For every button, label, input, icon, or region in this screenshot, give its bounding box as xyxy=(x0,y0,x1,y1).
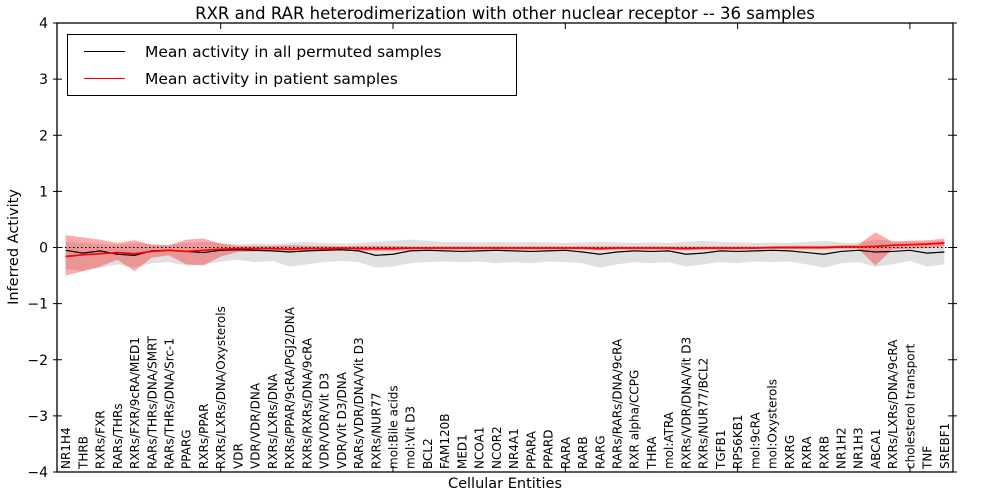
x-category-label: PPARD xyxy=(542,430,556,470)
x-category-label: RARA xyxy=(559,436,573,469)
y-tick-label: 0 xyxy=(39,241,48,257)
patient-mean-line xyxy=(65,242,945,258)
y-tick-label: −1 xyxy=(27,297,48,313)
x-category-label: RARs/THRs/DNA/SMRT xyxy=(145,335,159,469)
x-category-label: VDR/VDR/Vit D3 xyxy=(318,373,332,469)
x-category-label: VDR/Vit D3/DNA xyxy=(335,371,349,469)
x-category-label: NR1H4 xyxy=(59,427,73,469)
y-tick-label: −4 xyxy=(27,465,48,481)
y-tick-label: 2 xyxy=(39,128,48,144)
x-category-label: RARs/RARs/DNA/9cRA xyxy=(611,338,625,469)
x-category-label: SREBF1 xyxy=(938,423,952,469)
y-tick-label: 1 xyxy=(39,184,48,200)
x-category-label: RXRs/FXR xyxy=(94,410,108,469)
y-tick-label: 3 xyxy=(39,72,48,88)
x-category-label: RXRB xyxy=(817,436,831,469)
x-category-label: RXRs/VDR/DNA/Vit D3 xyxy=(679,337,693,469)
x-category-label: VDR xyxy=(231,443,245,469)
x-category-label: RPS6KB1 xyxy=(731,414,745,469)
x-category-label: RXRs/NUR77 xyxy=(369,392,383,469)
x-category-label: RARs/THRs/DNA/Src-1 xyxy=(163,338,177,469)
x-category-label: VDR/VDR/DNA xyxy=(249,382,263,469)
y-tick-label: −3 xyxy=(27,409,48,425)
x-category-label: BCL2 xyxy=(421,438,435,469)
x-category-label: RXRs/RXRs/DNA/9cRA xyxy=(300,337,314,469)
plot-border xyxy=(56,22,954,473)
x-category-label: RXRs/LXRs/DNA xyxy=(266,373,280,469)
legend-label-patient: Mean activity in patient samples xyxy=(145,69,398,88)
x-category-label: RXRs/LXRs/DNA/Oxysterols xyxy=(214,306,228,469)
x-category-label: NR1H2 xyxy=(835,427,849,469)
x-category-label: mol:Bile acids xyxy=(387,385,401,469)
chart-title: RXR and RAR heterodimerization with othe… xyxy=(195,4,815,23)
x-category-label: NCOR2 xyxy=(490,426,504,469)
x-category-label: mol:Vit D3 xyxy=(404,406,418,469)
permuted-mean-line xyxy=(65,249,945,256)
x-category-label: MED1 xyxy=(455,434,469,469)
x-category-label: RXRA xyxy=(800,436,814,469)
x-category-label: RXRs/LXRs/DNA/9cRA xyxy=(886,339,900,469)
x-category-label: RARs/THRs xyxy=(111,403,125,469)
x-category-label: NR1H3 xyxy=(852,427,866,469)
x-category-label: ABCA1 xyxy=(869,429,883,469)
legend-item-patient: Mean activity in patient samples xyxy=(68,66,516,92)
x-category-label: RXRG xyxy=(783,435,797,469)
legend-label-permuted: Mean activity in all permuted samples xyxy=(145,42,442,61)
x-category-label: NR4A1 xyxy=(507,428,521,469)
x-category-label: PPARG xyxy=(180,429,194,469)
x-category-label: TNF xyxy=(921,446,935,470)
legend-line-permuted-icon xyxy=(84,51,125,52)
x-category-label: cholesterol transport xyxy=(903,343,917,469)
x-category-label: THRB xyxy=(76,436,90,470)
legend-item-permuted: Mean activity in all permuted samples xyxy=(68,39,516,65)
y-tick-label: −2 xyxy=(27,353,48,369)
legend-line-patient-icon xyxy=(84,78,125,79)
x-category-label: RXRs/NUR77/BCL2 xyxy=(697,358,711,469)
y-axis-label: Inferred Activity xyxy=(6,189,22,305)
x-category-label: TGFB1 xyxy=(714,430,728,470)
x-category-label: mol:9cRA xyxy=(748,412,762,469)
x-category-label: PPARA xyxy=(524,430,538,469)
x-category-label: FAM120B xyxy=(438,414,452,470)
y-tick-label: 4 xyxy=(39,16,48,32)
x-category-label: mol:Oxysterols xyxy=(766,379,780,469)
x-axis-label: Cellular Entities xyxy=(447,476,563,492)
x-category-label: RARs/VDR/DNA/Vit D3 xyxy=(352,337,366,469)
x-category-label: THRA xyxy=(645,436,659,470)
x-category-label: RARG xyxy=(593,435,607,469)
legend: Mean activity in all permuted samples Me… xyxy=(67,34,517,96)
x-category-label: RARB xyxy=(576,436,590,469)
x-category-label: RXR alpha/CCPG xyxy=(628,370,642,469)
x-category-label: RXRs/PPAR xyxy=(197,404,211,469)
x-category-label: mol:ATRA xyxy=(662,411,676,469)
x-category-label: RXRs/FXR/9cRA/MED1 xyxy=(128,337,142,469)
x-category-label: RXRs/PPAR/9cRA/PGJ2/DNA xyxy=(283,306,297,469)
x-category-label: NCOA1 xyxy=(473,427,487,469)
